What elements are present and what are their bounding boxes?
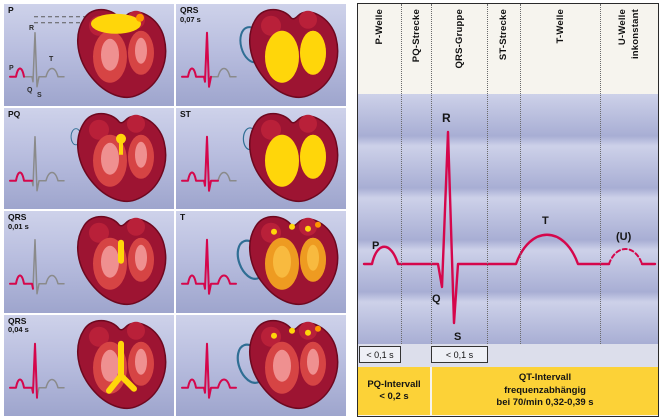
wave-label-r: R xyxy=(442,111,451,125)
section-divider xyxy=(431,4,432,344)
ecg-waveform-panel: P-Welle PQ-Strecke QRS-Gruppe ST-Strecke… xyxy=(357,3,659,417)
phase-illustration-p: R T P Q S xyxy=(9,8,167,99)
phase-cell-pq: PQ xyxy=(4,107,174,209)
header-col-qrs-gruppe: QRS-Gruppe xyxy=(431,4,487,94)
ecg-mini-trace-highlight xyxy=(9,274,34,290)
phase-cell-qrs-001: QRS 0,01 s xyxy=(4,211,174,313)
phase-cell-p: P R T P Q S xyxy=(4,4,174,106)
phase-cell-st: ST xyxy=(176,107,346,209)
phase-label: QRS 0,07 s xyxy=(180,5,201,24)
phase-label: ST xyxy=(180,108,191,120)
trace-label-s: S xyxy=(37,92,42,99)
ecg-mini-trace xyxy=(9,135,65,191)
trace-label-q: Q xyxy=(27,87,33,94)
heart-illustration xyxy=(248,319,339,409)
phase-label-main: T xyxy=(180,212,186,222)
wave-label-p: P xyxy=(372,240,379,252)
header-col-p-welle: P-Welle xyxy=(358,4,401,94)
duration-row: < 0,1 s < 0,1 s xyxy=(358,344,658,367)
header-label: P-Welle xyxy=(374,9,385,45)
ecg-mini-trace xyxy=(9,239,65,295)
trace-label-p: P xyxy=(9,65,14,72)
pq-interval-box: PQ-Intervall < 0,2 s xyxy=(358,367,430,415)
wave-label-t: T xyxy=(542,215,549,227)
header-label: PQ-Strecke xyxy=(410,9,422,63)
ecg-trace xyxy=(362,130,611,325)
phase-illustration-qrs-001 xyxy=(9,215,167,306)
section-divider xyxy=(487,4,488,344)
ecg-mini-trace-highlight xyxy=(181,342,237,399)
header-col-t-welle: T-Welle xyxy=(520,4,600,94)
duration-box-p: < 0,1 s xyxy=(359,346,401,363)
header-label-2: inkonstant xyxy=(630,9,641,60)
phase-illustration-qrs-007 xyxy=(181,8,339,99)
phase-label: QRS 0,01 s xyxy=(8,212,29,231)
trace-label-r: R xyxy=(29,25,34,32)
phase-illustration-t xyxy=(181,215,339,306)
trace-label-t: T xyxy=(49,56,54,63)
wave-label-q: Q xyxy=(432,293,441,305)
ecg-mini-trace-highlight xyxy=(181,31,212,88)
duration-box-qrs: < 0,1 s xyxy=(431,346,488,363)
waveform-plot-area: P Q R S T (U) xyxy=(358,94,658,344)
ecg-waveform: P Q R S T (U) xyxy=(362,111,657,343)
phase-label-main: QRS xyxy=(8,212,27,222)
qt-interval-line2: bei 70/min 0,32-0,39 s xyxy=(496,397,594,409)
phase-label: PQ xyxy=(8,108,21,120)
phase-label-main: P xyxy=(8,5,14,15)
heart-illustration xyxy=(76,112,167,202)
ecg-mini-trace-highlight xyxy=(181,238,237,295)
phase-illustration-st xyxy=(181,112,339,202)
header-label: U-Welle xyxy=(617,9,628,46)
qt-interval-box: QT-Intervall frequenzabhängig bei 70/min… xyxy=(432,367,658,415)
phase-label-main: QRS xyxy=(180,5,199,15)
ecg-mini-trace-highlight xyxy=(9,171,33,182)
septum-excitation-highlight xyxy=(118,239,124,264)
ecg-mini-trace-highlight xyxy=(181,135,219,192)
phase-label: QRS 0,04 s xyxy=(8,315,29,335)
phase-cell-final xyxy=(176,314,346,416)
phase-label-sub: 0,01 s xyxy=(8,221,29,231)
section-divider xyxy=(520,4,521,344)
pq-interval-value: < 0,2 s xyxy=(379,391,409,402)
phase-cell-t: T xyxy=(176,211,346,313)
phase-illustration-final xyxy=(181,319,339,409)
phase-cell-qrs-004: QRS 0,04 s xyxy=(4,314,174,416)
section-divider xyxy=(600,4,601,344)
phase-illustration-qrs-004 xyxy=(9,319,167,409)
phase-label-main: PQ xyxy=(8,108,21,119)
phase-label-sub: 0,07 s xyxy=(180,14,201,24)
header-col-u-welle: U-Welle inkonstant xyxy=(600,4,658,94)
phase-illustration-pq xyxy=(9,112,167,202)
header-label: QRS-Gruppe xyxy=(453,9,465,69)
phase-label-sub: 0,04 s xyxy=(8,325,29,335)
wave-label-s: S xyxy=(454,331,461,343)
waveform-section-headers: P-Welle PQ-Strecke QRS-Gruppe ST-Strecke… xyxy=(358,4,658,94)
ecg-u-wave-dashed xyxy=(608,248,643,265)
qt-interval-line1: frequenzabhängig xyxy=(504,384,586,396)
phase-label: T xyxy=(180,212,186,223)
ecg-phases-panel: P R T P Q S QRS 0,07 s xyxy=(4,4,346,416)
phase-label: P xyxy=(8,5,14,16)
phase-label-main: ST xyxy=(180,108,191,119)
header-label: ST-Strecke xyxy=(498,9,509,61)
pq-interval-title: PQ-Intervall xyxy=(367,378,421,390)
header-col-pq-strecke: PQ-Strecke xyxy=(401,4,431,94)
qt-interval-title: QT-Intervall xyxy=(518,372,572,384)
header-label: T-Welle xyxy=(554,9,566,44)
phase-cell-qrs-007: QRS 0,07 s xyxy=(176,4,346,106)
ecg-mini-trace-highlight xyxy=(9,342,38,399)
header-col-st-strecke: ST-Strecke xyxy=(487,4,520,94)
phase-label-main: QRS xyxy=(8,315,27,326)
ecg-mini-trace xyxy=(9,32,65,88)
wave-label-u: (U) xyxy=(616,231,632,243)
section-divider xyxy=(401,4,402,344)
